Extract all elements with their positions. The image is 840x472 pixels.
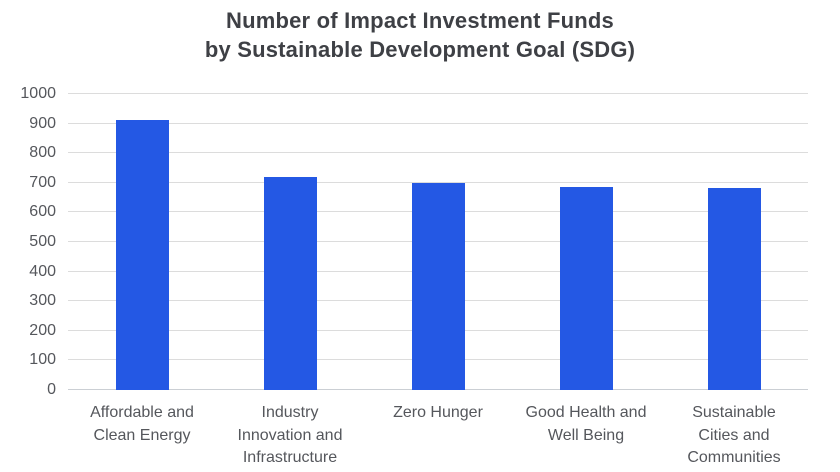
plot-area bbox=[68, 93, 808, 390]
y-tick-label: 500 bbox=[29, 233, 56, 250]
x-tick-label: Sustainable Cities and Communities bbox=[687, 404, 781, 467]
bar bbox=[707, 187, 761, 390]
y-tick-label: 1000 bbox=[20, 85, 56, 102]
x-tick-label: Affordable and Clean Energy bbox=[90, 404, 194, 444]
y-tick-label: 400 bbox=[29, 262, 56, 280]
y-tick-label: 700 bbox=[29, 173, 56, 191]
y-axis: 0 100 200 300 400 500 600 700 800 900 1000 bbox=[0, 86, 56, 398]
bar bbox=[115, 119, 169, 390]
x-tick-label: Zero Hunger bbox=[393, 404, 483, 421]
gridline bbox=[68, 93, 808, 94]
gridline bbox=[68, 152, 808, 154]
x-tick-label: Good Health and Well Being bbox=[525, 404, 647, 444]
gridline bbox=[68, 181, 808, 183]
bar bbox=[411, 182, 465, 390]
y-tick-label: 200 bbox=[29, 321, 56, 339]
chart-title: Number of Impact Investment Funds by Sus… bbox=[204, 8, 636, 63]
y-tick-label: 300 bbox=[29, 292, 56, 310]
y-tick-label: 800 bbox=[29, 144, 56, 162]
y-tick-label: 600 bbox=[29, 203, 56, 221]
y-tick-label: 900 bbox=[29, 114, 56, 132]
x-axis: Affordable and Clean Energy Industry Inno… bbox=[68, 402, 808, 468]
x-tick-label: Industry Innovation and Infrastructure bbox=[237, 404, 343, 467]
bar bbox=[263, 176, 317, 390]
bar bbox=[559, 186, 613, 390]
y-tick-label: 100 bbox=[29, 351, 56, 369]
gridline bbox=[68, 122, 808, 124]
y-tick-label: 0 bbox=[47, 381, 56, 398]
